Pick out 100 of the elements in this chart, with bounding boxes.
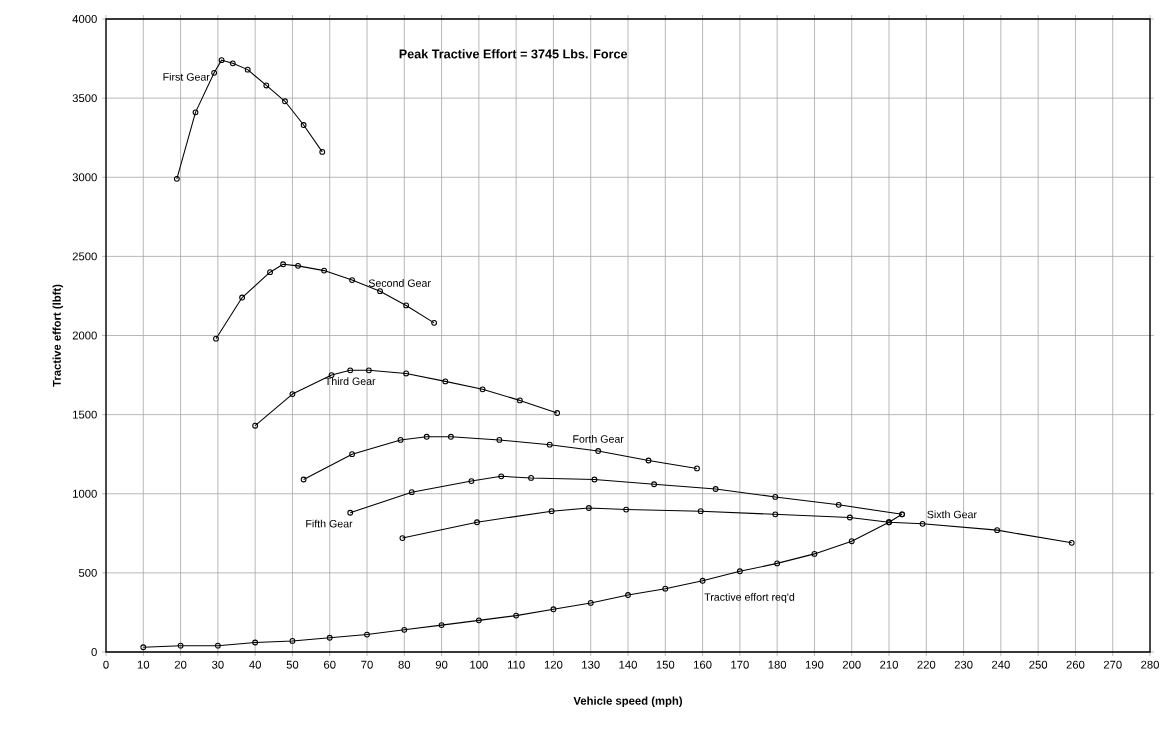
series-label: Tractive effort req'd [704,593,795,603]
point [263,82,270,89]
point [645,457,652,464]
y-tick-label: 2000 [72,331,97,340]
y-tick-label: 500 [78,568,97,577]
point [447,433,454,440]
x-tick-label: 40 [249,660,261,669]
point [347,367,354,374]
point [625,592,631,598]
point [712,486,719,492]
point [377,288,383,295]
point [513,612,520,619]
x-tick-label: 70 [361,660,373,669]
point [587,600,594,606]
point [218,57,225,64]
point [528,475,534,481]
point [550,606,557,613]
point [349,451,356,458]
x-tick-label: 180 [768,660,787,669]
x-tick-label: 280 [1141,660,1159,669]
x-tick-label: 220 [917,660,936,669]
point [401,626,408,633]
x-tick-label: 260 [1066,660,1085,669]
point [365,367,372,374]
point [267,269,273,276]
point [229,60,236,67]
point [364,631,370,638]
x-tick-label: 120 [544,660,563,669]
x-tick-label: 140 [619,660,637,669]
point [295,262,301,269]
point [774,560,781,567]
x-tick-label: 270 [1103,660,1122,669]
point [403,302,410,309]
series-label: Fifth Gear [306,519,353,528]
series-label: Second Gear [368,279,431,287]
point [442,378,449,385]
series-label: Third Gear [325,377,376,386]
point [994,527,1001,534]
point [475,617,482,624]
x-tick-label: 240 [992,660,1010,669]
x-tick-label: 130 [582,660,600,669]
point [919,520,926,527]
series-label: Forth Gear [573,434,624,443]
point [516,397,523,404]
point [349,277,356,284]
point [591,476,598,483]
x-tick-label: 30 [212,660,224,669]
y-tick-label: 2500 [72,252,97,261]
point [438,622,445,629]
x-tick-label: 230 [954,660,973,669]
y-axis-title: Tractive effort (lbft) [52,284,64,387]
point [772,493,779,500]
y-tick-label: 3500 [72,94,97,103]
text: Peak Tractive Effort = 3745 Lbs. Force [399,49,628,59]
point [239,294,246,301]
x-tick-label: 210 [880,660,898,669]
point [546,441,553,448]
point [403,370,410,377]
point [280,261,287,268]
point [623,506,630,513]
x-tick-label: 10 [137,660,150,669]
point [811,550,818,557]
x-tick-label: 80 [398,660,411,669]
point [474,519,480,526]
x-tick-label: 110 [508,660,525,669]
point [321,267,328,274]
point [177,642,184,649]
y-tick-label: 3000 [72,173,97,182]
x-tick-label: 170 [731,660,749,669]
point [479,386,486,393]
point [699,577,706,584]
point [252,639,259,646]
y-tick-label: 1000 [73,489,97,498]
x-tick-label: 190 [805,660,824,669]
x-tick-label: 60 [324,660,336,669]
point [548,508,555,515]
y-tick-label: 1500 [73,410,97,419]
y-tick-label: 4000 [72,15,97,23]
point [289,391,296,397]
point [244,66,251,73]
point [468,478,475,485]
point [496,437,503,443]
x-tick-label: 20 [174,660,187,669]
x-tick-label: 150 [656,660,675,669]
point [585,505,592,511]
point [697,508,704,515]
point [595,448,602,454]
point [835,501,842,508]
x-tick-label: 160 [694,660,712,669]
x-tick-label: 250 [1029,660,1048,669]
series-label: First Gear [163,72,210,81]
point [498,473,505,480]
point [192,109,199,116]
x-tick-label: 0 [103,660,109,669]
point [423,433,430,440]
point [408,489,415,496]
y-tick-label: 0 [91,648,97,656]
series-label: Sixth Gear [927,510,977,519]
point [846,514,853,521]
x-tick-label: 50 [286,660,299,669]
